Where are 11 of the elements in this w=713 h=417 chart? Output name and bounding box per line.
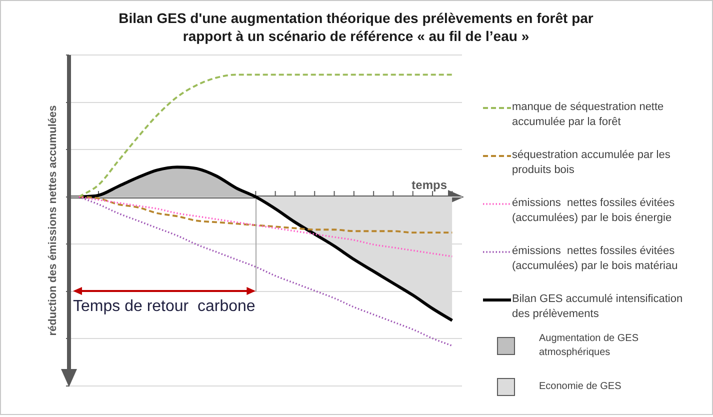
legend-label: émissions nettes fossiles évitées (accumulées) par le bois matériau bbox=[512, 244, 679, 274]
annotation: Temps de retour carbone bbox=[73, 298, 256, 315]
legend-label: Economie de GES bbox=[539, 380, 622, 394]
legend-label: manque de séquestration nette accumulée par la forêt bbox=[512, 100, 665, 130]
legend-label: Bilan GES accumulé intensification des prélèvements bbox=[512, 292, 684, 322]
chart-title: Bilan GES d'une augmentation théorique des prélèvements en forêt par rapport à un scénario de référence « au fil de l’eau » bbox=[118, 9, 594, 45]
legend-label: émissions nettes fossiles évitées (accumulées) par le bois énergie bbox=[512, 196, 676, 226]
legend-label: Augmentation de GES atmosphériques bbox=[539, 332, 640, 360]
y-axis-title: réduction des émissions nettes accumulées bbox=[47, 105, 60, 336]
x-axis-title: temps bbox=[412, 178, 448, 192]
legend-label: séquestration accumulée par les produits bois bbox=[512, 148, 672, 178]
